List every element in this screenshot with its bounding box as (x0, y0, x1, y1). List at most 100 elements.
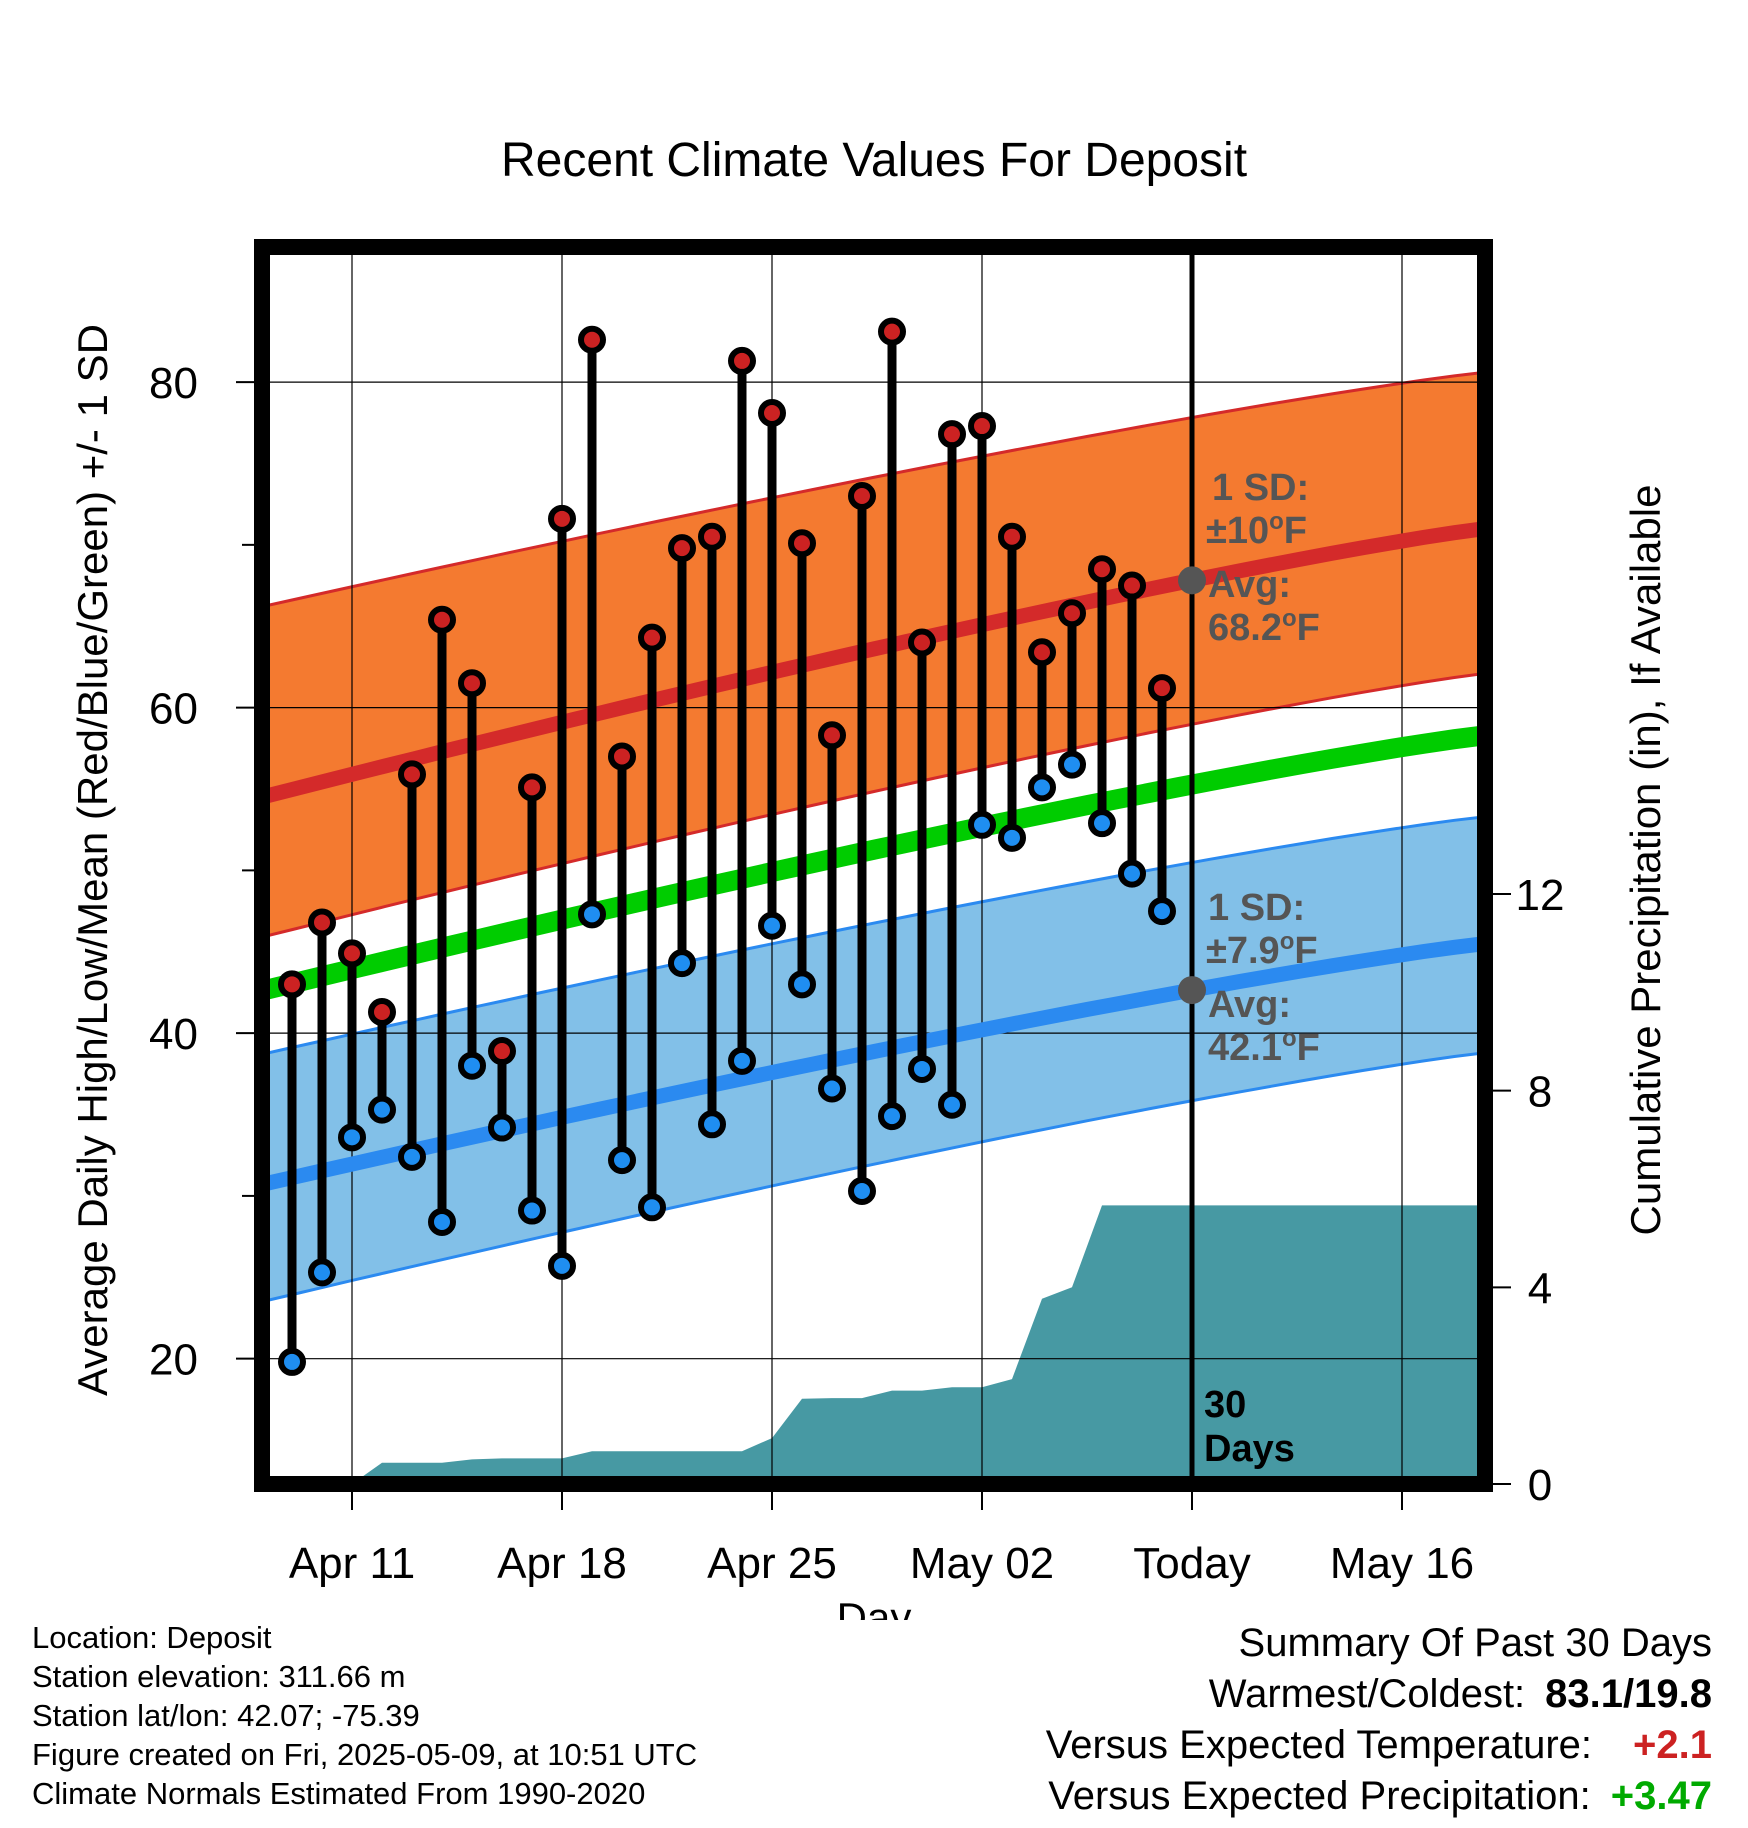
daily-low-point (458, 1051, 486, 1080)
station-info: Location: Deposit Station elevation: 311… (32, 1618, 697, 1813)
low-avg-marker (1178, 976, 1206, 1005)
daily-low-point (308, 1258, 336, 1287)
y-tick-label: 40 (149, 1010, 198, 1059)
daily-high-point (818, 721, 846, 750)
high-avg-label: Avg: (1208, 564, 1291, 606)
daily-high-point (1148, 674, 1176, 703)
high-sd-upper-line (262, 370, 1485, 609)
high-avg-line (262, 521, 1485, 805)
normal-lines (262, 521, 1485, 1192)
low-sd-lower-line (262, 1051, 1485, 1304)
summary-panel: Summary Of Past 30 Days Warmest/Coldest:… (1046, 1618, 1712, 1822)
low-sd-text: ±7.9oF (1206, 928, 1318, 972)
high-avg-unit: F (1297, 607, 1320, 649)
today-label-line-2: Days (1204, 1428, 1295, 1470)
high-avg-value: 68.2 (1208, 607, 1282, 649)
avg-markers (1178, 566, 1206, 1005)
low-avg-degree: o (1282, 1025, 1297, 1052)
daily-low-point (788, 970, 816, 999)
daily-high-point (968, 412, 996, 441)
high-sd-label: 1 SD: (1212, 467, 1309, 509)
daily-high-point (608, 742, 636, 771)
daily-high-point (1058, 599, 1086, 628)
daily-high-point (1088, 555, 1116, 584)
daily-low-point (1148, 897, 1176, 926)
daily-high-point (638, 623, 666, 652)
daily-low-point (938, 1090, 966, 1119)
y2-tick-label: 8 (1528, 1068, 1552, 1117)
low-avg-unit: F (1297, 1027, 1320, 1069)
x-tick-label: May 16 (1330, 1539, 1474, 1588)
daily-high-point (398, 760, 426, 789)
high-avg-text: 68.2oF (1208, 605, 1320, 649)
created-text: Figure created on Fri, 2025-05-09, at 10… (32, 1737, 698, 1772)
daily-high-point (488, 1037, 516, 1066)
daily-high-point (548, 504, 576, 533)
precip-row: Versus Expected Precipitation: +3.47 (1046, 1771, 1712, 1822)
y2-tick-label: 0 (1528, 1461, 1552, 1510)
daily-low-point (638, 1193, 666, 1222)
warm-cold-value: 83.1/19.8 (1545, 1672, 1712, 1716)
daily-high-point (998, 522, 1026, 551)
low-avg-text: 42.1oF (1208, 1025, 1320, 1069)
daily-high-point (518, 773, 546, 802)
daily-low-point (728, 1046, 756, 1075)
latlon-text: Station lat/lon: 42.07; -75.39 (32, 1698, 420, 1733)
plot-frame (254, 239, 1493, 1492)
daily-high-point (338, 939, 366, 968)
low-annotation: 1 SD: ±7.9oF Avg: 42.1oF (1206, 887, 1320, 1069)
x-tick-label: May 02 (910, 1539, 1054, 1588)
daily-low-point (1088, 809, 1116, 838)
climate-chart: Recent Climate Values For Deposit Apr 11… (69, 134, 1669, 1620)
precip-label: Versus Expected Precipitation: (1048, 1774, 1591, 1818)
low-sd-value: ±7.9 (1206, 930, 1280, 972)
daily-high-point (908, 628, 936, 657)
daily-low-point (818, 1074, 846, 1103)
low-avg-value: 42.1 (1208, 1027, 1282, 1069)
daily-high-point (698, 522, 726, 551)
chart-title: Recent Climate Values For Deposit (501, 134, 1247, 187)
y-axis-label: Average Daily High/Low/Mean (Red/Blue/Gr… (69, 324, 116, 1396)
low-sd-unit: F (1294, 930, 1317, 972)
daily-low-point (338, 1123, 366, 1152)
y-tick-label: 80 (149, 359, 198, 408)
daily-low-point (428, 1207, 456, 1236)
daily-low-point (278, 1347, 306, 1376)
x-tick-label: Apr 11 (289, 1539, 415, 1588)
daily-high-point (728, 346, 756, 375)
daily-high-point (1028, 638, 1056, 667)
elevation-text: Station elevation: 311.66 m (32, 1659, 406, 1694)
y2-tick-label: 12 (1516, 871, 1565, 920)
daily-low-point (608, 1146, 636, 1175)
warm-cold-row: Warmest/Coldest: 83.1/19.8 (1046, 1669, 1712, 1720)
high-sd-value: ±10 (1206, 510, 1269, 552)
normals-text: Climate Normals Estimated From 1990-2020 (32, 1776, 646, 1811)
daily-low-point (1028, 773, 1056, 802)
high-sd-text: ±10oF (1206, 508, 1307, 552)
daily-low-point (998, 823, 1026, 852)
daily-high-point (428, 605, 456, 634)
daily-low-point (518, 1196, 546, 1225)
y2-axis-label: Cumulative Precipitation (in), If Availa… (1622, 485, 1669, 1236)
daily-high-point (758, 399, 786, 428)
daily-low-point (848, 1177, 876, 1206)
today-label-line-1: 30 (1204, 1384, 1246, 1426)
y-tick-label: 60 (149, 685, 198, 734)
daily-high-point (278, 970, 306, 999)
low-sd-label: 1 SD: (1208, 887, 1305, 929)
temp-row: Versus Expected Temperature: +2.1 (1046, 1720, 1712, 1771)
y-tick-label: 20 (149, 1336, 198, 1385)
daily-low-point (1058, 750, 1086, 779)
temp-label: Versus Expected Temperature: (1045, 1723, 1592, 1767)
high-sd-unit: F (1284, 510, 1307, 552)
high-avg-degree: o (1282, 605, 1297, 632)
daily-high-point (878, 317, 906, 346)
axis-ticks: Apr 11 Apr 18 Apr 25 May 02 Today May 1620406… (149, 359, 1564, 1588)
location-text: Location: Deposit (32, 1620, 272, 1655)
daily-low-point (968, 810, 996, 839)
daily-low-point (908, 1054, 936, 1083)
daily-high-point (578, 325, 606, 354)
high-annotation: 1 SD: ±10oF Avg: 68.2oF (1206, 467, 1320, 649)
daily-low-point (698, 1110, 726, 1139)
low-sd-degree: o (1280, 928, 1295, 955)
